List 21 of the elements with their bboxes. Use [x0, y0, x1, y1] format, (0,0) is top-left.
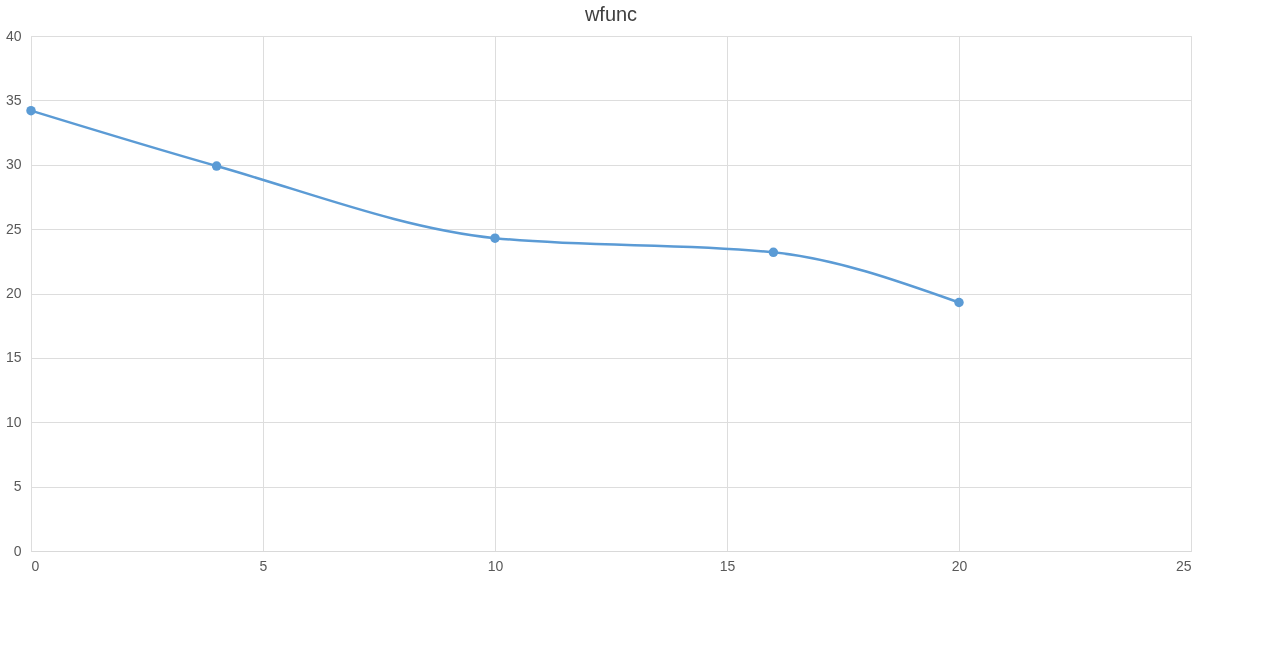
y-tick-label: 15	[5, 349, 22, 366]
y-tick-label: 40	[5, 27, 22, 44]
point	[768, 247, 779, 258]
point	[211, 161, 222, 171]
y-tick-label: 20	[5, 285, 22, 301]
y-tick-label: 10	[5, 413, 22, 430]
x-tick-label: 5	[259, 557, 268, 574]
x-tick-label: 10	[487, 557, 504, 574]
point	[954, 297, 964, 308]
y-tick-label: 30	[5, 156, 22, 173]
x-tick-label: 25	[1175, 557, 1192, 574]
chart-title: wfunc	[583, 3, 638, 25]
x-tick-label: 20	[951, 557, 968, 574]
y-tick-label: 25	[5, 220, 22, 237]
point	[26, 105, 36, 116]
x-tick-label: 0	[31, 557, 40, 574]
y-tick-label: 35	[5, 91, 22, 108]
x-tick-label: 15	[719, 557, 736, 574]
y-tick-label: 0	[13, 542, 22, 559]
y-tick-label: 5	[13, 478, 22, 495]
point	[490, 233, 500, 243]
